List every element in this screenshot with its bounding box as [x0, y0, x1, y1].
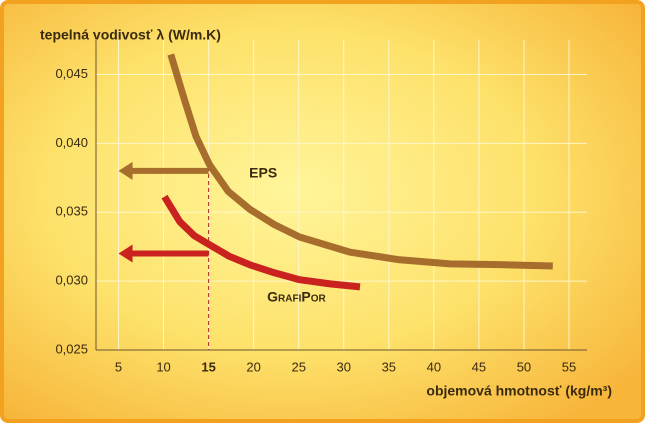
- x-tick-label: 15: [201, 359, 215, 374]
- x-tick-label: 50: [517, 359, 531, 374]
- series-label: GrafiPor: [267, 288, 326, 304]
- x-tick-label: 30: [337, 359, 351, 374]
- y-tick-label: 0,035: [55, 204, 88, 219]
- x-axis-title: objemová hmotnosť (kg/m³): [426, 383, 612, 399]
- x-tick-label: 45: [472, 359, 486, 374]
- x-tick-label: 10: [156, 359, 170, 374]
- x-tick-label: 55: [562, 359, 576, 374]
- x-tick-label: 25: [291, 359, 305, 374]
- arrow-head: [118, 244, 133, 263]
- x-tick-label: 5: [115, 359, 122, 374]
- y-axis-title: tepelná vodivosť λ (W/m.K): [40, 27, 221, 43]
- series-line: [167, 53, 553, 270]
- y-tick-label: 0,030: [55, 273, 88, 288]
- arrow-head: [118, 161, 133, 180]
- y-tick-label: 0,040: [55, 135, 88, 150]
- x-tick-label: 20: [246, 359, 260, 374]
- x-tick-label: 40: [427, 359, 441, 374]
- series-label: EPS: [249, 164, 277, 180]
- y-tick-label: 0,025: [55, 341, 88, 356]
- x-tick-label: 35: [382, 359, 396, 374]
- series-line: [161, 194, 361, 291]
- y-tick-label: 0,045: [55, 66, 88, 81]
